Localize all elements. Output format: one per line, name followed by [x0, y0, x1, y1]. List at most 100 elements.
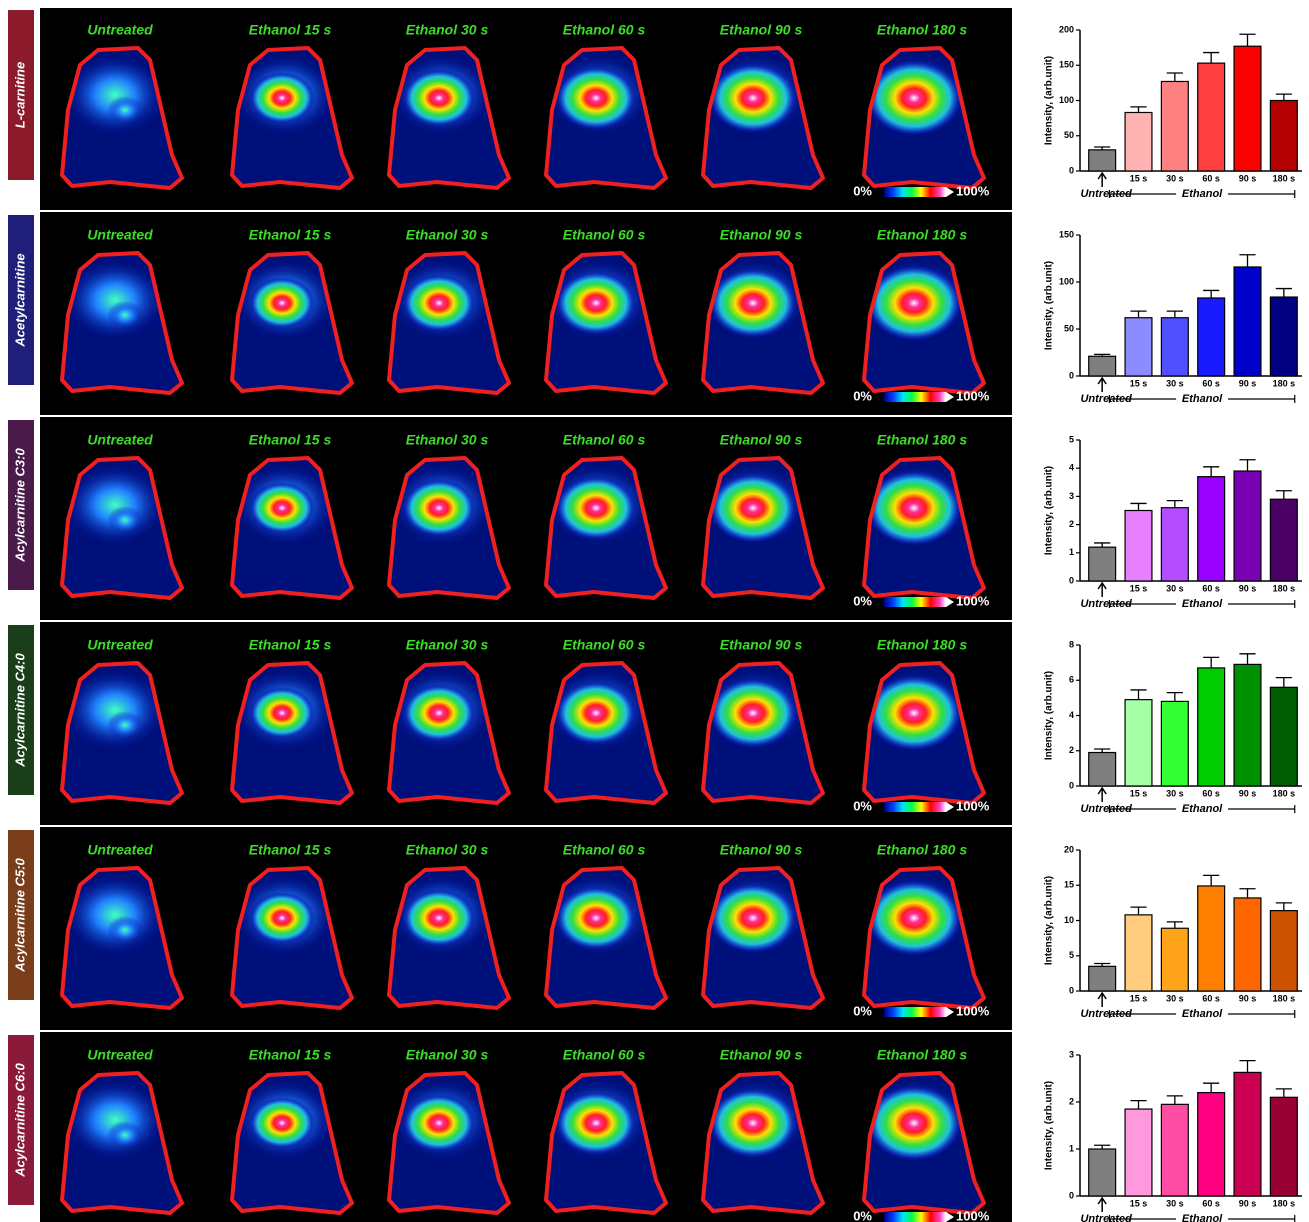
y-tick-label: 20 — [1064, 844, 1074, 854]
tissue-hotspot — [107, 301, 143, 329]
row-label: L-carnitine — [12, 62, 27, 128]
bar — [1089, 966, 1116, 991]
x-tick-label: 180 s — [1273, 993, 1296, 1003]
bar — [1125, 511, 1152, 582]
scale-max-label: 100% — [956, 388, 990, 403]
x-tick-label: 15 s — [1130, 788, 1148, 798]
scale-max-label: 100% — [956, 183, 990, 198]
color-scale — [884, 392, 946, 402]
tissue-hotspot — [249, 1097, 314, 1149]
y-axis-label: Intensity, (arb.unit) — [1044, 261, 1055, 350]
y-tick-label: 5 — [1069, 950, 1074, 960]
bar — [1234, 1072, 1261, 1196]
tissue-hotspot — [709, 883, 797, 953]
column-label: Untreated — [87, 432, 153, 448]
color-scale — [884, 187, 946, 197]
tissue-hotspot — [556, 66, 637, 130]
x-tick-label: 180 s — [1273, 173, 1296, 183]
x-tick-label: 90 s — [1239, 173, 1257, 183]
tissue-hotspot — [403, 1094, 476, 1152]
tissue-hotspot — [107, 1121, 143, 1149]
y-tick-label: 3 — [1069, 491, 1074, 501]
scale-min-label: 0% — [853, 1208, 872, 1222]
color-scale — [884, 1212, 946, 1222]
column-label: Ethanol 30 s — [406, 227, 489, 243]
bar — [1198, 477, 1225, 581]
tissue-hotspot — [556, 1091, 637, 1155]
x-tick-label: 15 s — [1130, 993, 1148, 1003]
x-tick-label: 30 s — [1166, 173, 1184, 183]
bar — [1161, 81, 1188, 171]
column-label: Untreated — [87, 227, 153, 243]
column-label: Untreated — [87, 22, 153, 38]
y-tick-label: 2 — [1069, 1096, 1074, 1106]
x-tick-label: 30 s — [1166, 1198, 1184, 1208]
bar — [1198, 886, 1225, 991]
y-tick-label: 2 — [1069, 745, 1074, 755]
row-label: Acylcarnitine C4:0 — [12, 653, 27, 768]
column-label: Untreated — [87, 637, 153, 653]
tissue-hotspot — [249, 892, 314, 944]
tissue-hotspot — [709, 1088, 797, 1158]
tissue-hotspot — [249, 72, 314, 124]
y-tick-label: 200 — [1059, 24, 1074, 34]
x-tick-label: 180 s — [1273, 1198, 1296, 1208]
bar — [1125, 112, 1152, 171]
column-label: Ethanol 60 s — [563, 22, 646, 38]
tissue-hotspot — [709, 473, 797, 543]
y-tick-label: 0 — [1069, 575, 1074, 585]
bar — [1161, 928, 1188, 991]
group-label: Ethanol — [1182, 393, 1223, 405]
x-tick-label: 30 s — [1166, 993, 1184, 1003]
y-tick-label: 0 — [1069, 370, 1074, 380]
row-label: Acylcarnitine C5:0 — [12, 858, 27, 973]
bar — [1089, 1149, 1116, 1196]
scale-max-label: 100% — [956, 1208, 990, 1222]
y-tick-label: 1 — [1069, 547, 1074, 557]
row-label: Acylcarnitine C3:0 — [12, 448, 27, 563]
tissue-hotspot — [107, 916, 143, 944]
x-tick-label: 15 s — [1130, 173, 1148, 183]
x-tick-label: 90 s — [1239, 583, 1257, 593]
y-tick-label: 100 — [1059, 95, 1074, 105]
y-tick-label: 0 — [1069, 165, 1074, 175]
color-scale — [884, 1007, 946, 1017]
bar — [1161, 508, 1188, 581]
row-label: Acylcarnitine C6:0 — [12, 1063, 27, 1178]
tissue-hotspot — [709, 63, 797, 133]
column-label: Ethanol 15 s — [249, 227, 332, 243]
column-label: Ethanol 180 s — [877, 22, 967, 38]
bar — [1089, 356, 1116, 376]
x-tick-label: 180 s — [1273, 378, 1296, 388]
column-label: Ethanol 180 s — [877, 1047, 967, 1063]
y-axis-label: Intensity, (arb.unit) — [1044, 876, 1055, 965]
bar — [1270, 499, 1297, 581]
y-axis-label: Intensity, (arb.unit) — [1044, 1081, 1055, 1170]
y-tick-label: 50 — [1064, 130, 1074, 140]
y-tick-label: 4 — [1069, 463, 1074, 473]
color-scale — [884, 802, 946, 812]
group-label: Ethanol — [1182, 188, 1223, 200]
y-tick-label: 10 — [1064, 915, 1074, 925]
x-tick-label: 90 s — [1239, 788, 1257, 798]
column-label: Ethanol 60 s — [563, 637, 646, 653]
y-tick-label: 150 — [1059, 229, 1074, 239]
bar — [1234, 471, 1261, 581]
scale-min-label: 0% — [853, 1003, 872, 1018]
y-tick-label: 100 — [1059, 276, 1074, 286]
y-tick-label: 150 — [1059, 60, 1074, 70]
y-tick-label: 8 — [1069, 639, 1074, 649]
x-tick-label: 180 s — [1273, 583, 1296, 593]
x-tick-label: 15 s — [1130, 1198, 1148, 1208]
x-tick-label: 90 s — [1239, 1198, 1257, 1208]
bar — [1198, 1093, 1225, 1196]
column-label: Ethanol 60 s — [563, 227, 646, 243]
y-tick-label: 0 — [1069, 985, 1074, 995]
tissue-hotspot — [556, 886, 637, 950]
color-scale — [884, 597, 946, 607]
column-label: Ethanol 180 s — [877, 432, 967, 448]
group-label: Ethanol — [1182, 1213, 1223, 1222]
group-label: Ethanol — [1182, 1008, 1223, 1020]
tissue-hotspot — [249, 482, 314, 534]
y-tick-label: 15 — [1064, 880, 1074, 890]
